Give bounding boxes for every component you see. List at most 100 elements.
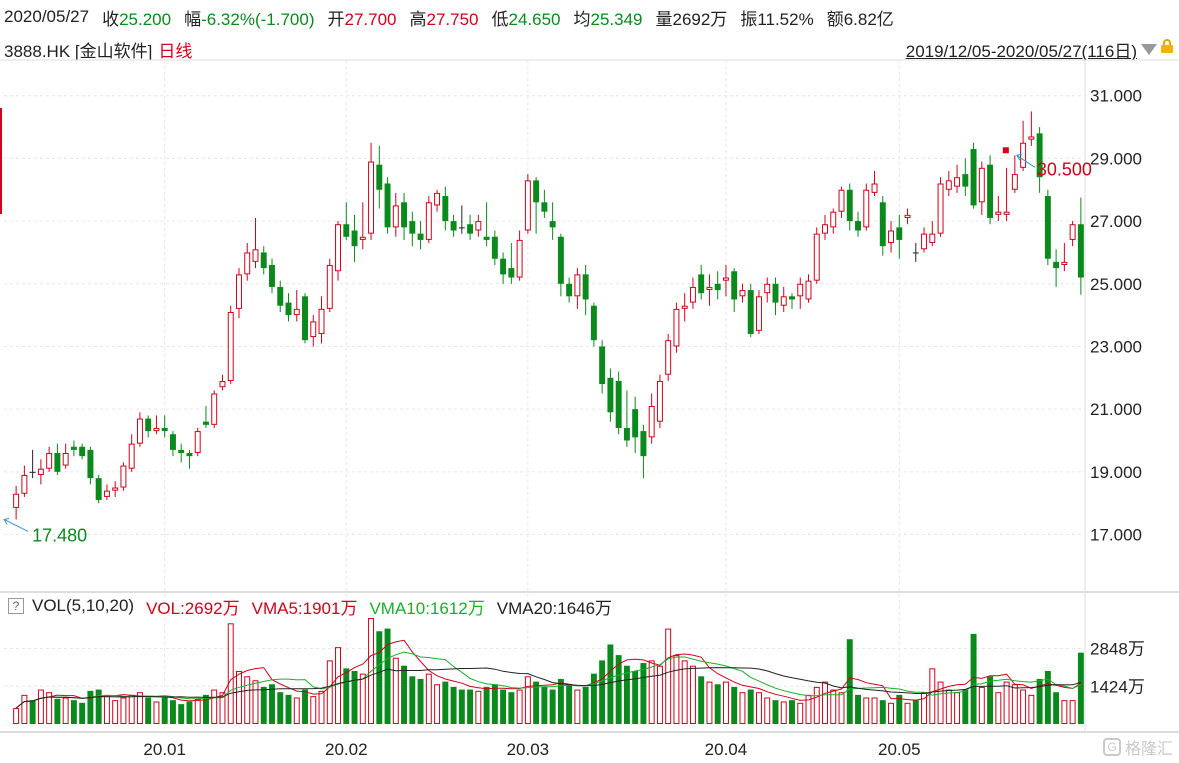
- period-selector[interactable]: 日线: [158, 42, 193, 61]
- candle-body: [871, 183, 878, 193]
- candle-body: [1053, 261, 1060, 269]
- volume-bar: [351, 671, 358, 724]
- change-label: 幅: [184, 9, 202, 29]
- volume-indicator-title[interactable]: VOL(5,10,20): [32, 596, 135, 615]
- candle-body: [54, 453, 61, 472]
- candle-body: [13, 493, 20, 508]
- candle-body: [442, 196, 449, 222]
- candle-body: [648, 406, 655, 438]
- volume-bar: [970, 633, 977, 724]
- left-edge-marker: [0, 108, 2, 214]
- candle-body: [87, 449, 94, 479]
- date-tick-label: 20.02: [325, 740, 368, 759]
- max-arrow: [1016, 154, 1036, 168]
- candle-body: [665, 340, 672, 375]
- volume-bar: [343, 668, 350, 724]
- volume-bar: [789, 700, 795, 724]
- avg-label: 均: [573, 9, 591, 29]
- candle-body: [178, 449, 185, 454]
- min-arrow: [3, 519, 29, 532]
- volume-bar: [722, 681, 729, 724]
- max-marker: [1002, 147, 1009, 154]
- volume-bar: [302, 689, 308, 724]
- stock-title: 3888.HK [金山软件] 日线: [4, 37, 192, 62]
- change-field: 幅-6.32%(-1.700): [184, 5, 314, 30]
- candle-body: [1061, 261, 1068, 265]
- volume-bar: [384, 628, 391, 724]
- volume-bar: [648, 660, 655, 725]
- volume-bar: [673, 655, 680, 724]
- candle-body: [145, 418, 152, 432]
- turnover-value: 6.82亿: [843, 9, 894, 29]
- volume-bar: [871, 697, 878, 724]
- volume-bar: [813, 686, 820, 725]
- help-icon[interactable]: ?: [8, 598, 24, 614]
- candle-body: [277, 286, 284, 306]
- volume-bar: [574, 689, 581, 724]
- vma20-value: VMA20:1646万: [496, 598, 613, 618]
- low-price-field: 低24.650: [491, 5, 560, 30]
- candle-body: [813, 233, 820, 281]
- candle-body: [962, 174, 969, 187]
- candle-body: [855, 221, 861, 231]
- price-axis: 31.000 29.000 27.000 25.000 23.000 21.000 19.0…: [1090, 87, 1142, 545]
- candle-body: [1077, 224, 1084, 278]
- volume-bar: [656, 665, 663, 725]
- candle-body: [384, 183, 391, 228]
- volume-bar: [731, 686, 738, 724]
- volume-bar: [640, 663, 647, 724]
- candle-body: [789, 296, 795, 300]
- date-range-selector[interactable]: 2019/12/05-2020/05/27(116日): [906, 37, 1157, 62]
- candle-body: [103, 490, 110, 497]
- volume-tick-label: 1424万: [1090, 677, 1145, 696]
- candle-body: [731, 271, 738, 300]
- annotations: 30.500 17.480: [3, 147, 1092, 545]
- caret-down-icon[interactable]: [1141, 44, 1157, 55]
- volume-bar: [227, 623, 234, 724]
- candle-body: [335, 224, 341, 272]
- candle-body: [656, 380, 663, 422]
- open-price-value: 27.700: [344, 9, 397, 29]
- watermark-text: 格隆汇: [1124, 741, 1173, 758]
- volume-bar: [417, 678, 424, 724]
- candle-body: [805, 280, 812, 300]
- candle-body: [582, 274, 589, 300]
- candle-body: [607, 377, 614, 413]
- date-range-text[interactable]: 2019/12/05-2020/05/27(116日): [905, 42, 1137, 61]
- candle-body: [623, 427, 630, 441]
- lock-icon[interactable]: [1161, 39, 1173, 53]
- volume-bar: [978, 686, 985, 725]
- volume-bar: [54, 698, 61, 724]
- vma10-value: VMA10:1612万: [369, 598, 485, 618]
- volume-bar: [376, 631, 383, 724]
- candle-body: [1020, 142, 1027, 168]
- volume-bar: [103, 694, 110, 724]
- price-tick-label: 27.000: [1090, 212, 1142, 231]
- volume-bar: [13, 708, 20, 724]
- date-tick-label: 20.05: [878, 740, 921, 759]
- volume-bar: [590, 673, 597, 724]
- volume-bar: [392, 657, 399, 724]
- candle-body: [846, 189, 853, 222]
- volume-bar: [87, 690, 94, 724]
- candle-body: [929, 233, 936, 244]
- volume-bar: [681, 660, 688, 725]
- volume-bar: [500, 689, 507, 724]
- volume-bar: [326, 660, 333, 725]
- candle-body: [566, 283, 573, 297]
- open-label: 开: [327, 9, 345, 29]
- volume-bar: [524, 676, 531, 724]
- date-axis: 20.01 20.02 20.03 20.04 20.05: [143, 740, 920, 759]
- volume-bar: [79, 702, 86, 724]
- volume-bar: [945, 689, 952, 724]
- candle-body: [425, 202, 432, 240]
- volume-bar: [888, 702, 895, 724]
- volume-bar: [112, 700, 119, 725]
- volume-bar: [186, 701, 193, 724]
- volume-bar: [615, 655, 622, 724]
- candle-body: [747, 290, 754, 334]
- volume-bar: [62, 697, 69, 724]
- candle-body: [417, 233, 424, 240]
- volume-bar: [1028, 694, 1035, 724]
